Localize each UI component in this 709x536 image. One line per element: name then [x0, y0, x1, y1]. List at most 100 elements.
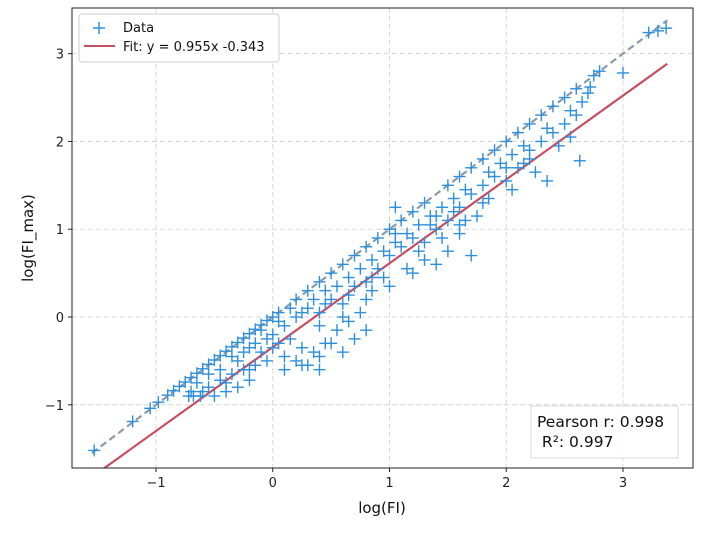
data-point: [319, 337, 332, 350]
data-point: [354, 306, 367, 319]
data-point: [453, 170, 466, 183]
grid: [72, 8, 693, 468]
identity-line: [91, 19, 668, 454]
data-point: [558, 117, 571, 130]
data-point: [360, 240, 373, 253]
data-point: [651, 24, 664, 37]
data-point: [295, 341, 308, 354]
data-point: [214, 363, 227, 376]
data-point: [313, 306, 326, 319]
data-point: [336, 258, 349, 271]
data-point: [581, 87, 594, 100]
data-point: [272, 315, 285, 328]
stats-box: Pearson r: 0.998 R²: 0.997: [530, 405, 679, 459]
data-point: [573, 154, 586, 167]
data-point: [642, 26, 655, 39]
data-point: [313, 363, 326, 376]
data-point: [354, 262, 367, 275]
data-point: [231, 381, 244, 394]
data-point: [453, 227, 466, 240]
data-point: [500, 161, 513, 174]
data-point: [465, 161, 478, 174]
data-point: [202, 368, 215, 381]
stats-box-frame: [530, 405, 679, 459]
y-tick-label: 3: [56, 48, 64, 63]
data-point: [371, 262, 384, 275]
data-point: [660, 22, 673, 35]
data-point: [365, 271, 378, 284]
x-tick-label: 3: [619, 476, 627, 491]
data-point: [307, 346, 320, 359]
data-point: [523, 152, 536, 165]
data-point: [383, 280, 396, 293]
data-point: [348, 332, 361, 345]
data-point: [208, 390, 221, 403]
data-point: [284, 302, 297, 315]
data-point: [459, 214, 472, 227]
data-point: [126, 415, 139, 428]
data-point: [365, 253, 378, 266]
data-point: [301, 284, 314, 297]
data-point: [377, 271, 390, 284]
y-tick-label: −1: [45, 399, 64, 414]
data-point: [202, 381, 215, 394]
data-point: [377, 245, 390, 258]
data-point: [225, 350, 238, 363]
data-point: [290, 293, 303, 306]
data-point: [272, 337, 285, 350]
legend: Data Fit: y = 0.955x -0.343: [78, 13, 280, 63]
data-point: [436, 232, 449, 244]
data-point: [471, 210, 484, 223]
x-tick-label: 0: [269, 476, 277, 491]
data-point: [342, 271, 355, 284]
legend-fit-label: Fit: y = 0.955x -0.343: [123, 40, 265, 55]
data-point: [459, 183, 472, 196]
data-point: [336, 346, 349, 359]
pearson-r-text: Pearson r: 0.998: [537, 413, 664, 431]
data-point: [336, 297, 349, 310]
data-point: [88, 444, 101, 457]
data-point: [535, 109, 548, 122]
data-point: [418, 253, 431, 266]
plot-frame: [71, 7, 694, 469]
data-point: [564, 104, 577, 117]
data-point: [330, 324, 343, 337]
data-point: [330, 280, 343, 293]
data-point: [424, 210, 437, 223]
data-point: [441, 245, 454, 258]
data-point: [278, 350, 291, 363]
data-point: [307, 293, 320, 306]
x-tick-label: 2: [502, 476, 510, 491]
y-tick-label: 0: [56, 311, 64, 326]
data-point: [319, 284, 332, 297]
data-point: [541, 174, 554, 187]
x-tick-label: 1: [385, 476, 393, 491]
data-point: [482, 166, 495, 179]
data-point: [465, 249, 478, 262]
data-point: [255, 324, 268, 337]
data-point: [144, 402, 157, 415]
legend-box: [78, 13, 280, 63]
data-point: [249, 337, 262, 350]
data-point: [220, 376, 233, 389]
data-point: [418, 196, 431, 209]
legend-data-marker: [93, 22, 105, 34]
data-point: [511, 126, 524, 139]
data-point: [260, 354, 273, 367]
data-point: [488, 144, 501, 157]
data-point: [389, 201, 402, 214]
data-point: [243, 363, 256, 376]
data-point: [482, 192, 495, 205]
data-point: [418, 236, 431, 249]
data-point: [342, 289, 355, 302]
data-point: [412, 218, 425, 231]
data-point: [576, 95, 589, 108]
data-point: [441, 214, 454, 227]
data-point: [523, 117, 536, 130]
data-point: [616, 66, 629, 79]
data-point: [500, 135, 513, 148]
data-point: [284, 332, 297, 345]
data-point: [295, 359, 308, 372]
data-point: [313, 319, 326, 332]
data-point: [441, 179, 454, 192]
